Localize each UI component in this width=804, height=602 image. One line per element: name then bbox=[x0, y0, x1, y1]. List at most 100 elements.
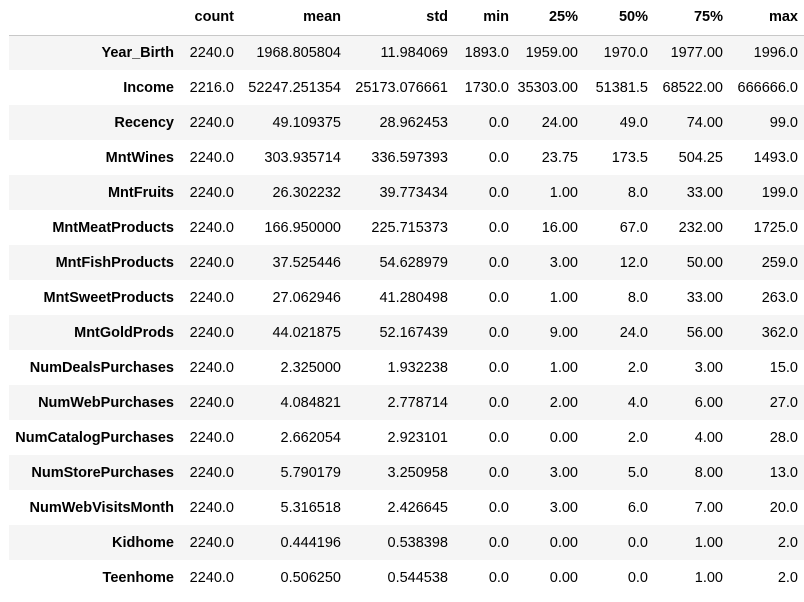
table-row: Kidhome 2240.0 0.444196 0.538398 0.0 0.00 0.0 1… bbox=[9, 525, 804, 560]
table-cell: 1959.00 bbox=[515, 35, 584, 70]
table-row: MntMeatProducts 2240.0 166.950000 225.71537… bbox=[9, 210, 804, 245]
table-cell: 225.715373 bbox=[371, 219, 448, 236]
table-cell: 6.0 bbox=[627, 499, 648, 516]
table-cell: 11.984069 bbox=[347, 35, 454, 70]
table-cell: 1977.00 bbox=[654, 35, 729, 70]
row-index-label: MntMeatProducts bbox=[52, 219, 174, 236]
table-cell: 44.021875 bbox=[240, 315, 347, 350]
table-row: NumWebVisitsMonth 2240.0 5.316518 2.426645 0… bbox=[9, 490, 804, 525]
table-cell: 67.0 bbox=[619, 219, 648, 236]
table-cell: 23.75 bbox=[541, 149, 578, 166]
header-row: count mean std min 25% 50% 75% max bbox=[9, 0, 804, 36]
table-cell: 0.0 bbox=[454, 525, 515, 560]
row-index-label: MntFruits bbox=[9, 175, 180, 210]
table-cell: 2240.0 bbox=[189, 429, 234, 446]
table-cell: 9.00 bbox=[515, 315, 584, 350]
table-cell: 2240.0 bbox=[189, 499, 234, 516]
table-cell: 28.962453 bbox=[347, 105, 454, 140]
table-row: MntGoldProds 2240.0 44.021875 52.167439 0.0 9… bbox=[9, 315, 804, 350]
table-row: Recency 2240.0 49.109375 28.962453 0.0 24.00 4… bbox=[9, 105, 804, 140]
row-index-label: NumWebPurchases bbox=[9, 385, 180, 420]
table-cell: 2240.0 bbox=[189, 149, 234, 166]
table-cell: 1.932238 bbox=[387, 359, 448, 376]
table-row: MntFruits 2240.0 26.302232 39.773434 0.0 1.00… bbox=[9, 175, 804, 210]
table-cell: 199.0 bbox=[729, 175, 804, 210]
table-cell: 27.062946 bbox=[272, 289, 341, 306]
table-cell: 2240.0 bbox=[180, 525, 240, 560]
table-cell: 0.0 bbox=[488, 499, 509, 516]
table-cell: 28.0 bbox=[769, 429, 798, 446]
table-cell: 49.109375 bbox=[240, 105, 347, 140]
column-header-75pct: 75% bbox=[654, 0, 729, 36]
table-cell: 166.950000 bbox=[264, 219, 341, 236]
table-cell: 7.00 bbox=[694, 499, 723, 516]
table-cell: 5.316518 bbox=[280, 499, 341, 516]
table-cell: 362.0 bbox=[729, 315, 804, 350]
table-cell: 1.00 bbox=[549, 289, 578, 306]
table-cell: 99.0 bbox=[729, 105, 804, 140]
table-cell: 16.00 bbox=[541, 219, 578, 236]
table-cell: 68522.00 bbox=[662, 79, 723, 96]
table-row: NumStorePurchases 2240.0 5.790179 3.250958 0… bbox=[9, 455, 804, 490]
table-cell: 4.0 bbox=[584, 385, 654, 420]
table-row: NumCatalogPurchases 2240.0 2.662054 2.92310… bbox=[9, 420, 804, 455]
index-header bbox=[9, 0, 180, 36]
table-cell: 27.0 bbox=[729, 385, 804, 420]
table-cell: 263.0 bbox=[761, 289, 798, 306]
table-cell: 2240.0 bbox=[189, 289, 234, 306]
table-cell: 0.0 bbox=[488, 359, 509, 376]
table-cell: 26.302232 bbox=[240, 175, 347, 210]
table-cell: 49.0 bbox=[584, 105, 654, 140]
table-cell: 25173.076661 bbox=[355, 79, 448, 96]
table-row: Year_Birth 2240.0 1968.805804 11.984069 1893… bbox=[9, 35, 804, 70]
table-cell: 3.250958 bbox=[347, 455, 454, 490]
table-cell: 3.00 bbox=[549, 499, 578, 516]
table-cell: 39.773434 bbox=[347, 175, 454, 210]
table-cell: 0.0 bbox=[627, 569, 648, 586]
table-cell: 41.280498 bbox=[379, 289, 448, 306]
table-cell: 259.0 bbox=[729, 245, 804, 280]
table-cell: 0.00 bbox=[549, 569, 578, 586]
table-cell: 0.0 bbox=[454, 315, 515, 350]
table-cell: 15.0 bbox=[769, 359, 798, 376]
column-header-min: min bbox=[454, 0, 515, 36]
row-index-label: MntSweetProducts bbox=[43, 289, 174, 306]
column-header-max: max bbox=[729, 0, 804, 36]
table-cell: 1.00 bbox=[549, 359, 578, 376]
table-cell: 1970.0 bbox=[584, 35, 654, 70]
table-body: Year_Birth 2240.0 1968.805804 11.984069 1893… bbox=[9, 35, 804, 595]
table-cell: 173.5 bbox=[611, 149, 648, 166]
table-cell: 2240.0 bbox=[180, 455, 240, 490]
table-cell: 4.084821 bbox=[240, 385, 347, 420]
table-cell: 2.0 bbox=[627, 359, 648, 376]
table-cell: 33.00 bbox=[686, 289, 723, 306]
table-cell: 0.538398 bbox=[347, 525, 454, 560]
column-header-mean: mean bbox=[240, 0, 347, 36]
table-cell: 2240.0 bbox=[180, 315, 240, 350]
table-cell: 24.0 bbox=[584, 315, 654, 350]
table-cell: 0.0 bbox=[454, 385, 515, 420]
table-cell: 13.0 bbox=[729, 455, 804, 490]
table-cell: 3.00 bbox=[515, 245, 584, 280]
table-cell: 0.0 bbox=[454, 175, 515, 210]
table-cell: 2240.0 bbox=[180, 175, 240, 210]
table-cell: 74.00 bbox=[654, 105, 729, 140]
table-cell: 0.506250 bbox=[280, 569, 341, 586]
table-cell: 12.0 bbox=[584, 245, 654, 280]
table-cell: 0.0 bbox=[584, 525, 654, 560]
table-cell: 336.597393 bbox=[371, 149, 448, 166]
table-cell: 0.0 bbox=[488, 219, 509, 236]
table-cell: 2.923101 bbox=[387, 429, 448, 446]
table-cell: 2240.0 bbox=[180, 35, 240, 70]
table-cell: 35303.00 bbox=[517, 79, 578, 96]
row-index-label: MntWines bbox=[105, 149, 174, 166]
table-cell: 24.00 bbox=[515, 105, 584, 140]
row-index-label: Kidhome bbox=[9, 525, 180, 560]
table-cell: 51381.5 bbox=[595, 79, 648, 96]
table-cell: 0.0 bbox=[488, 429, 509, 446]
table-cell: 33.00 bbox=[654, 175, 729, 210]
table-row: NumDealsPurchases 2240.0 2.325000 1.932238 0… bbox=[9, 350, 804, 385]
table-row: Teenhome 2240.0 0.506250 0.544538 0.0 0.00 0.0… bbox=[9, 560, 804, 595]
table-cell: 504.25 bbox=[678, 149, 723, 166]
table-cell: 2.662054 bbox=[280, 429, 341, 446]
